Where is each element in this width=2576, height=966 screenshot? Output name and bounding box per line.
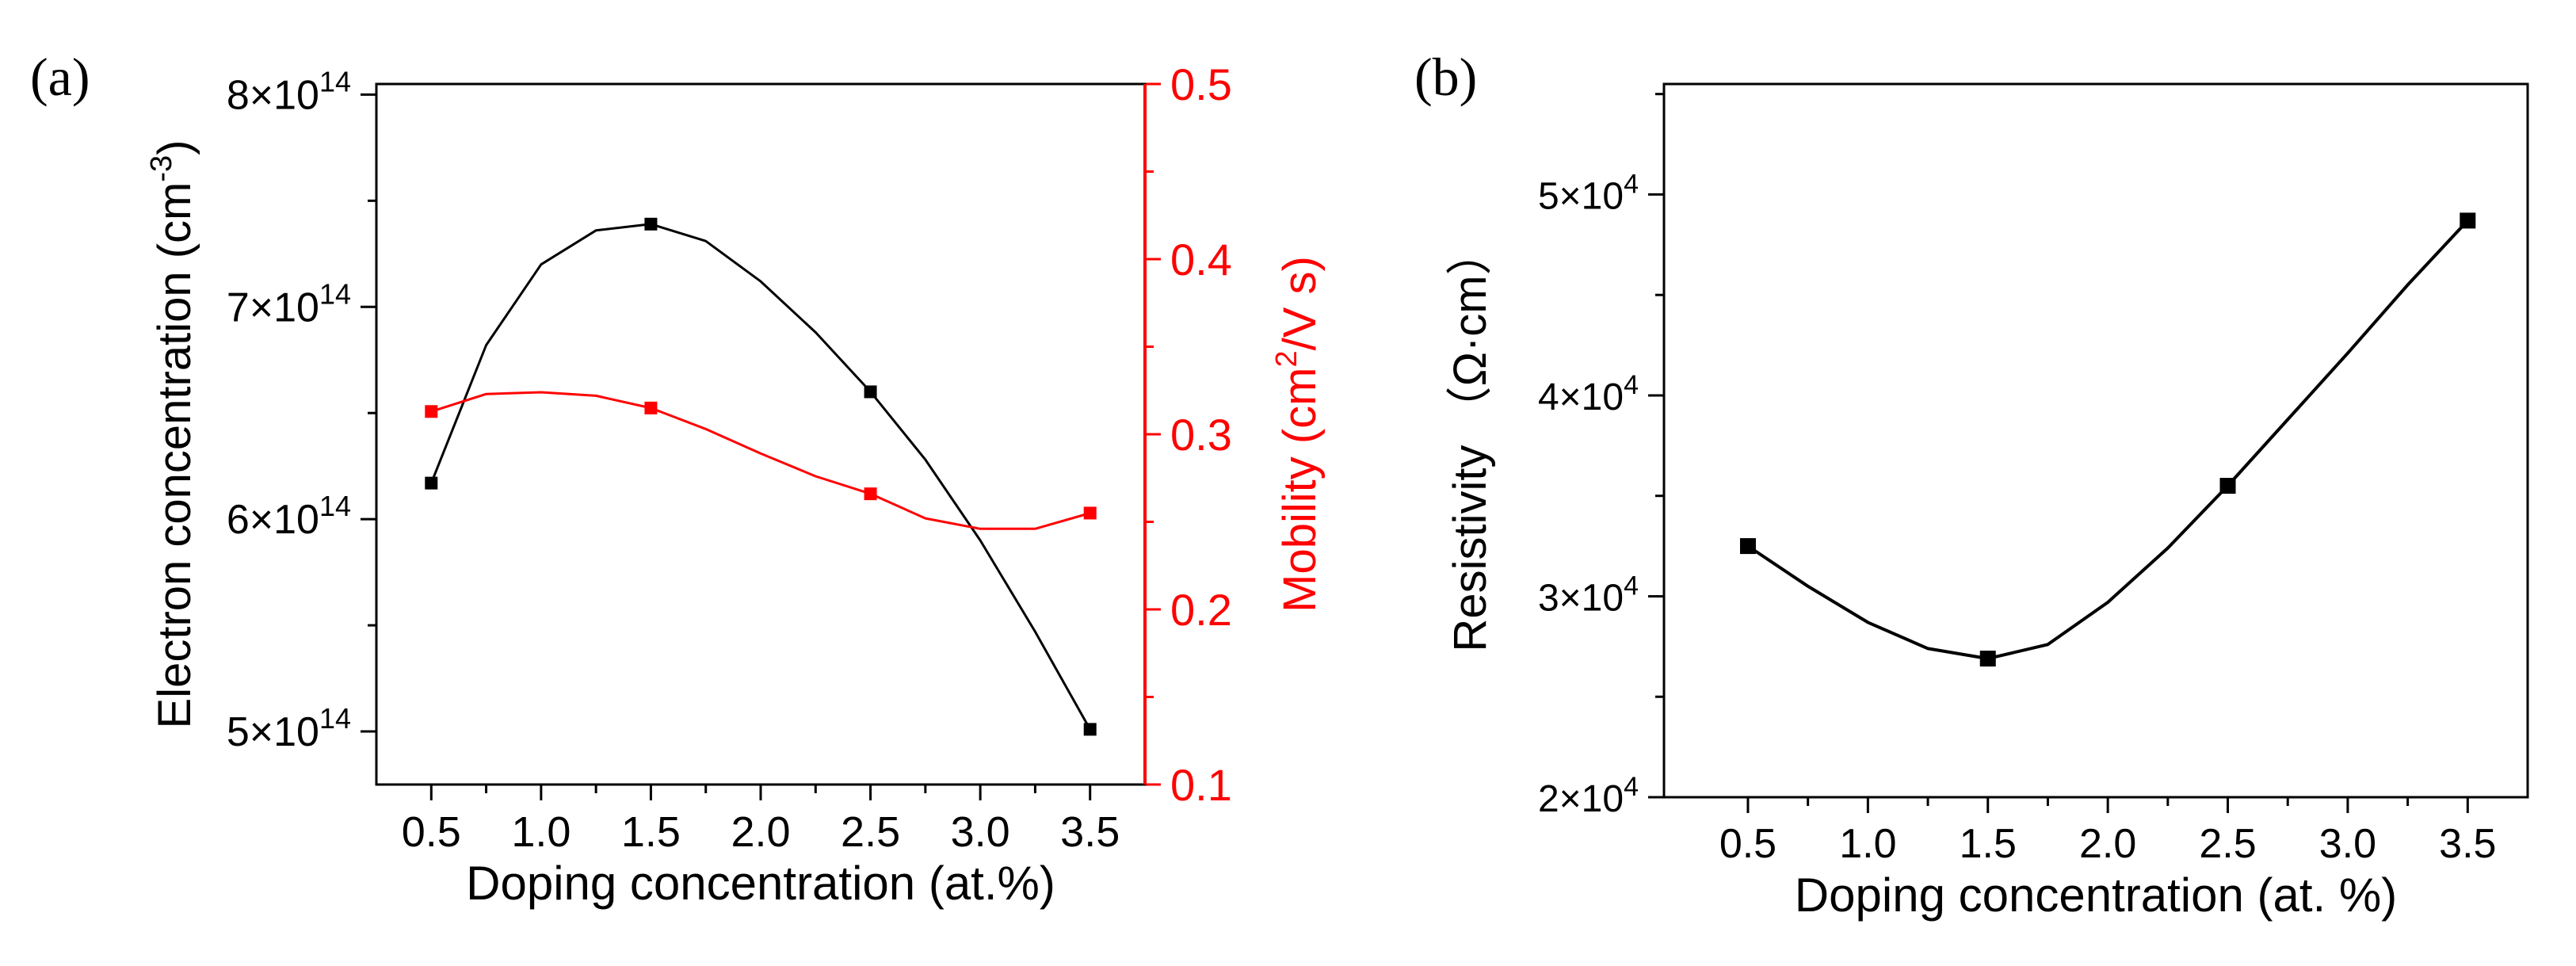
panel-a-point-mobility xyxy=(644,401,658,414)
panel-a-point-electron xyxy=(644,217,658,231)
panel-a-x-tick-label: 2.5 xyxy=(841,808,900,856)
panel-a-x-tick-label: 2.0 xyxy=(731,808,790,856)
panel-a-x-axis-title: Doping concentration (at.%) xyxy=(466,857,1055,910)
panel-a-x-tick-label: 3.5 xyxy=(1060,808,1120,856)
panel-b-y-tick-label: 5×104 xyxy=(1538,169,1639,217)
panel-a-series-line-mobility xyxy=(430,391,1091,530)
panel-a-right-title-sup: 2 xyxy=(1270,350,1303,367)
panel-b-label: (b) xyxy=(1414,47,1477,107)
panel-b-ticks xyxy=(1648,93,2469,813)
panel-b-x-tick-label: 1.5 xyxy=(1960,821,2017,867)
panel-a-series-line-electron xyxy=(429,223,1092,731)
panel-b-x-tick-label: 1.0 xyxy=(1839,821,1896,867)
panel-a-left-tick-label: 8×1014 xyxy=(227,65,351,118)
panel-a-right-title-close: /V s) xyxy=(1274,256,1326,350)
panel-a-right-tick-label: 0.2 xyxy=(1170,585,1232,635)
panel-a-ticks xyxy=(361,82,1161,800)
panel-b-point-resistivity xyxy=(2219,478,2236,494)
panel-b: (b) 0.5 1.0 1.5 2.0 2.5 3.0 3.5 2×104 3×104 4×10… xyxy=(1414,47,2529,922)
panel-a-x-tick-labels: 0.5 1.0 1.5 2.0 2.5 3.0 3.5 xyxy=(402,808,1120,856)
panel-a-left-title-close: ) xyxy=(149,140,200,155)
panel-a-point-electron xyxy=(864,385,877,399)
panel-a-plot-frame xyxy=(375,82,1147,786)
panel-b-point-resistivity xyxy=(1979,651,1996,667)
panel-b-x-tick-labels: 0.5 1.0 1.5 2.0 2.5 3.0 3.5 xyxy=(1719,821,2497,867)
panel-b-point-resistivity xyxy=(2460,212,2476,229)
panel-b-x-tick-label: 3.5 xyxy=(2439,821,2496,867)
panel-a-right-title-main: Mobility (cm xyxy=(1274,368,1326,613)
panel-a-point-electron xyxy=(425,476,438,490)
panel-a-x-tick-label: 3.0 xyxy=(951,808,1010,856)
panel-a-left-tick-label: 6×1014 xyxy=(227,490,351,543)
panel-a-left-tick-label: 7×1014 xyxy=(227,277,351,330)
panel-a-right-tick-label: 0.5 xyxy=(1170,59,1232,109)
panel-b-y-tick-label: 2×104 xyxy=(1538,772,1639,820)
panel-a-label: (a) xyxy=(30,47,90,107)
panel-b-x-axis-title: Doping concentration (at. %) xyxy=(1795,869,2397,922)
panel-a-x-tick-label: 0.5 xyxy=(402,808,461,856)
panel-b-plot-frame xyxy=(1662,82,2529,799)
panel-a-point-mobility xyxy=(1083,506,1097,520)
panel-b-y-axis-title: Resistivity （Ω·cm） xyxy=(1444,229,1496,651)
panel-a-right-tick-labels: 0.1 0.2 0.3 0.4 0.5 xyxy=(1170,59,1232,810)
panel-a-left-title-sup: -3 xyxy=(145,155,178,182)
panel-b-y-tick-label: 3×104 xyxy=(1538,571,1639,619)
panel-b-point-resistivity xyxy=(1739,538,1756,555)
panel-a-left-tick-labels: 5×1014 6×1014 7×1014 8×1014 xyxy=(227,65,351,755)
panel-a-right-tick-label: 0.3 xyxy=(1170,410,1232,460)
panel-a-x-tick-label: 1.5 xyxy=(621,808,681,856)
panel-b-markers xyxy=(1739,212,2476,667)
panel-a-point-mobility xyxy=(864,487,877,501)
panel-a-point-electron xyxy=(1083,723,1097,736)
panel-b-x-tick-label: 0.5 xyxy=(1719,821,1776,867)
panel-b-y-tick-labels: 2×104 3×104 4×104 5×104 xyxy=(1538,169,1639,820)
panel-a-x-tick-label: 1.0 xyxy=(511,808,571,856)
panel-a-right-axis-title: Mobility (cm2/V s) xyxy=(1270,256,1326,613)
panel-a-right-tick-label: 0.4 xyxy=(1170,235,1232,284)
panel-a-point-mobility xyxy=(425,405,438,418)
panel-b-series-line-resistivity xyxy=(1746,220,2469,661)
panel-a-left-tick-label: 5×1014 xyxy=(227,702,351,755)
panel-a-curves xyxy=(429,223,1092,731)
panel-a: (a) 0.5 1.0 1.5 2.0 2.5 3.0 3.5 5×1014 6×1014 7×… xyxy=(30,47,1326,910)
panel-b-y-tick-label: 4×104 xyxy=(1538,370,1639,418)
panel-a-left-title-main: Electron concentration (cm xyxy=(149,182,200,729)
panel-a-left-axis-title: Electron concentration (cm-3) xyxy=(145,140,200,729)
panel-a-markers xyxy=(425,217,1097,736)
panel-b-curves xyxy=(1746,220,2469,661)
panel-b-x-tick-label: 3.0 xyxy=(2319,821,2376,867)
panel-b-x-tick-label: 2.5 xyxy=(2199,821,2256,867)
panel-b-x-tick-label: 2.0 xyxy=(2079,821,2136,867)
panel-a-right-tick-label: 0.1 xyxy=(1170,760,1232,810)
